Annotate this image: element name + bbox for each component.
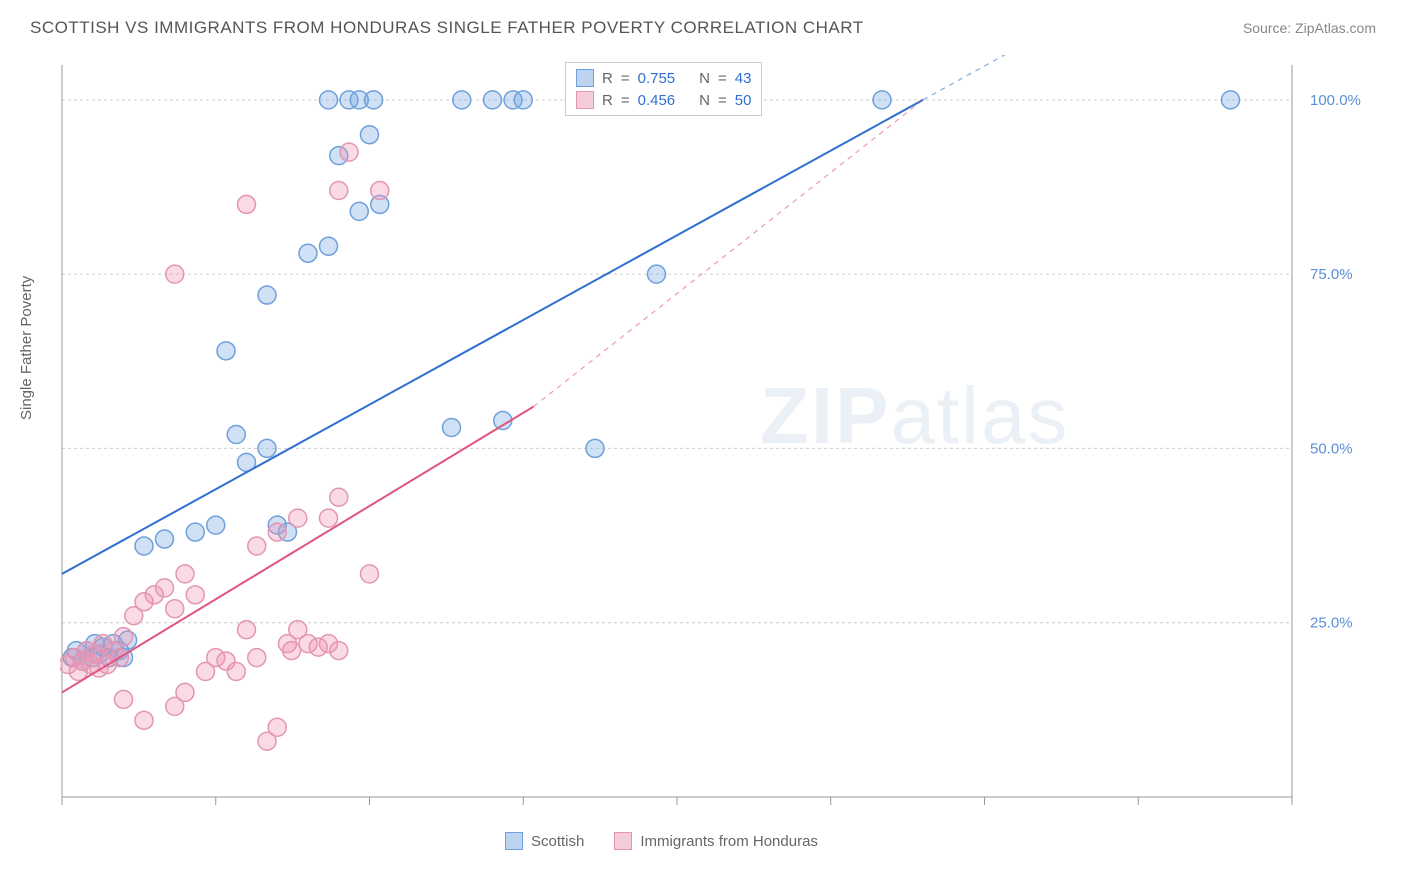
legend-stats-row: R=0.456N=50 bbox=[576, 89, 751, 111]
legend-swatch bbox=[576, 91, 594, 109]
data-point bbox=[176, 683, 194, 701]
data-point bbox=[1222, 91, 1240, 109]
data-point bbox=[186, 523, 204, 541]
data-point bbox=[484, 91, 502, 109]
data-point bbox=[320, 91, 338, 109]
data-point bbox=[115, 690, 133, 708]
data-point bbox=[361, 565, 379, 583]
x-tick-label: 60.0% bbox=[1271, 812, 1314, 815]
data-point bbox=[166, 600, 184, 618]
stat-r-value: 0.456 bbox=[638, 92, 676, 109]
data-point bbox=[514, 91, 532, 109]
legend-swatch bbox=[576, 69, 594, 87]
legend-item: Scottish bbox=[505, 832, 584, 850]
data-point bbox=[330, 488, 348, 506]
data-point bbox=[135, 537, 153, 555]
data-point bbox=[873, 91, 891, 109]
y-axis-label: Single Father Poverty bbox=[18, 276, 35, 420]
data-point bbox=[350, 202, 368, 220]
watermark: ZIPatlas bbox=[760, 370, 1069, 462]
data-point bbox=[289, 509, 307, 527]
data-point bbox=[248, 649, 266, 667]
legend-stats: R=0.755N=43R=0.456N=50 bbox=[565, 62, 762, 116]
x-tick-label: 0.0% bbox=[60, 812, 79, 815]
data-point bbox=[443, 419, 461, 437]
data-point bbox=[156, 530, 174, 548]
legend-label: Scottish bbox=[531, 833, 584, 850]
data-point bbox=[217, 342, 235, 360]
data-point bbox=[340, 143, 358, 161]
stat-n-label: N bbox=[699, 92, 710, 109]
data-point bbox=[156, 579, 174, 597]
stat-r-label: R bbox=[602, 92, 613, 109]
data-point bbox=[227, 663, 245, 681]
data-point bbox=[176, 565, 194, 583]
legend-swatch bbox=[614, 832, 632, 850]
data-point bbox=[227, 425, 245, 443]
stat-r-label: R bbox=[602, 70, 613, 87]
data-point bbox=[258, 286, 276, 304]
legend-stats-row: R=0.755N=43 bbox=[576, 67, 751, 89]
y-tick-label: 75.0% bbox=[1310, 266, 1353, 283]
trend-line bbox=[62, 100, 923, 574]
legend-series: Scottish Immigrants from Honduras bbox=[505, 832, 818, 850]
y-tick-label: 25.0% bbox=[1310, 615, 1353, 632]
data-point bbox=[320, 509, 338, 527]
data-point bbox=[268, 718, 286, 736]
data-point bbox=[371, 181, 389, 199]
legend-swatch bbox=[505, 832, 523, 850]
data-point bbox=[330, 642, 348, 660]
data-point bbox=[453, 91, 471, 109]
chart-title: SCOTTISH VS IMMIGRANTS FROM HONDURAS SIN… bbox=[30, 18, 864, 38]
data-point bbox=[258, 439, 276, 457]
data-point bbox=[299, 244, 317, 262]
data-point bbox=[586, 439, 604, 457]
scatter-chart: 25.0% 50.0% 75.0% 100.0% 0.0% 60.0% bbox=[60, 55, 1370, 815]
data-point bbox=[365, 91, 383, 109]
stat-n-label: N bbox=[699, 70, 710, 87]
stat-n-value: 43 bbox=[735, 70, 752, 87]
data-point bbox=[330, 181, 348, 199]
data-point bbox=[135, 711, 153, 729]
data-point bbox=[648, 265, 666, 283]
data-point bbox=[268, 523, 286, 541]
y-tick-label: 100.0% bbox=[1310, 92, 1361, 109]
y-tick-label: 50.0% bbox=[1310, 440, 1353, 457]
data-point bbox=[186, 586, 204, 604]
data-point bbox=[115, 628, 133, 646]
data-point bbox=[238, 621, 256, 639]
data-point bbox=[248, 537, 266, 555]
legend-label: Immigrants from Honduras bbox=[640, 833, 818, 850]
data-point bbox=[283, 642, 301, 660]
stat-r-value: 0.755 bbox=[638, 70, 676, 87]
data-point bbox=[320, 237, 338, 255]
legend-item: Immigrants from Honduras bbox=[614, 832, 818, 850]
header: SCOTTISH VS IMMIGRANTS FROM HONDURAS SIN… bbox=[0, 0, 1406, 48]
trend-line-extrapolated bbox=[534, 100, 924, 407]
data-point bbox=[166, 265, 184, 283]
source-label: Source: ZipAtlas.com bbox=[1243, 20, 1376, 36]
data-point bbox=[361, 126, 379, 144]
stat-n-value: 50 bbox=[735, 92, 752, 109]
chart-area: 25.0% 50.0% 75.0% 100.0% 0.0% 60.0% bbox=[60, 55, 1370, 815]
data-point bbox=[207, 516, 225, 534]
data-point bbox=[238, 195, 256, 213]
